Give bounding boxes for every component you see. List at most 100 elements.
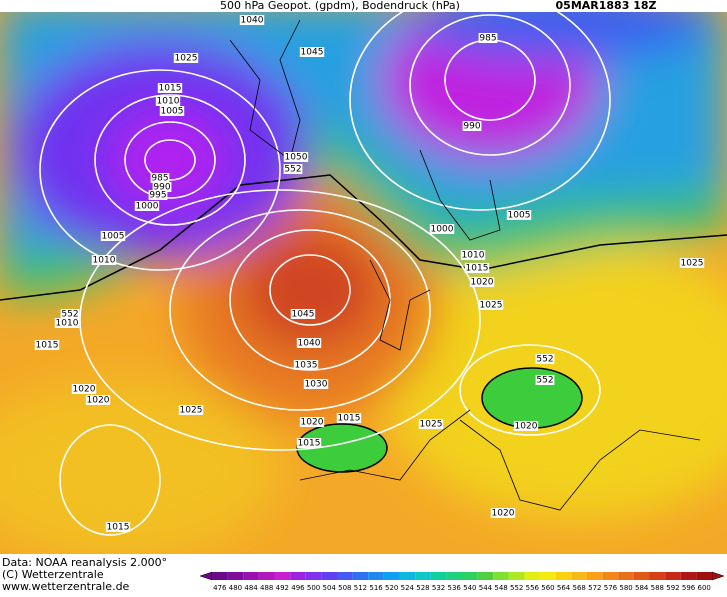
label-box bbox=[513, 421, 539, 431]
scale-label: 556 bbox=[526, 584, 540, 592]
label-box bbox=[336, 413, 362, 423]
contour-label: 1020 bbox=[492, 509, 515, 519]
scale-swatch bbox=[649, 572, 666, 580]
contour-label: 1040 bbox=[241, 16, 264, 26]
label-box bbox=[150, 173, 170, 183]
scale-swatch bbox=[430, 572, 447, 580]
contour-label: 1010 bbox=[56, 319, 79, 329]
scale-swatch bbox=[321, 572, 337, 580]
contour-label: 1035 bbox=[295, 361, 318, 371]
scale-swatch bbox=[680, 572, 697, 580]
scale-swatch bbox=[243, 572, 259, 580]
contour-label: 990 bbox=[463, 122, 480, 132]
scale-swatch bbox=[274, 572, 291, 580]
scale-swatch bbox=[227, 572, 244, 580]
scale-end bbox=[711, 571, 725, 581]
label-box bbox=[478, 300, 504, 310]
footer-text: Data: NOAA reanalysis 2.000° bbox=[2, 556, 167, 569]
scale-label: 484 bbox=[244, 584, 258, 592]
label-box bbox=[91, 255, 117, 265]
contour-label: 1050 bbox=[285, 153, 308, 163]
scale-swatch bbox=[368, 572, 384, 580]
contour-label: 1020 bbox=[73, 385, 96, 395]
scale-label: 596 bbox=[682, 584, 696, 592]
label-box bbox=[296, 438, 322, 448]
label-box bbox=[299, 417, 325, 427]
scale-label: 580 bbox=[619, 584, 632, 592]
contour-label: 552 bbox=[536, 376, 553, 386]
scale-label: 500 bbox=[307, 584, 320, 592]
label-box bbox=[460, 250, 486, 260]
label-box bbox=[155, 96, 181, 106]
scale-label: 508 bbox=[338, 584, 351, 592]
contour-label: 1025 bbox=[180, 406, 203, 416]
label-box bbox=[469, 277, 495, 287]
scale-label: 516 bbox=[369, 584, 383, 592]
label-box bbox=[239, 15, 265, 25]
contour-label: 1045 bbox=[292, 310, 315, 320]
footer-text: www.wetterzentrale.de bbox=[2, 580, 130, 593]
scale-label: 504 bbox=[323, 584, 337, 592]
contour-label: 1020 bbox=[515, 422, 538, 432]
scale-label: 588 bbox=[651, 584, 664, 592]
scale-swatch bbox=[305, 572, 322, 580]
map-field bbox=[0, 12, 727, 554]
scale-label: 536 bbox=[448, 584, 462, 592]
scale-swatch bbox=[665, 572, 681, 580]
label-box bbox=[85, 395, 111, 405]
scale-swatch bbox=[524, 572, 541, 580]
contour-label: 1015 bbox=[159, 84, 182, 94]
label-box bbox=[290, 309, 316, 319]
label-box bbox=[303, 379, 329, 389]
scale-label: 532 bbox=[432, 584, 445, 592]
contour-label: 985 bbox=[479, 34, 496, 44]
scale-label: 564 bbox=[557, 584, 571, 592]
contour-label: 1020 bbox=[471, 278, 494, 288]
scale-swatch bbox=[618, 572, 634, 580]
scale-label: 496 bbox=[291, 584, 305, 592]
contour-label: 1010 bbox=[462, 251, 485, 261]
contour-label: 985 bbox=[151, 174, 168, 184]
scale-swatch bbox=[399, 572, 416, 580]
contour-label: 1015 bbox=[466, 264, 489, 274]
scale-swatch bbox=[508, 572, 525, 580]
scale-label: 492 bbox=[276, 584, 289, 592]
label-box bbox=[34, 340, 60, 350]
label-box bbox=[178, 405, 204, 415]
scale-label: 480 bbox=[229, 584, 242, 592]
contour-label: 990 bbox=[153, 183, 170, 193]
label-box bbox=[535, 375, 555, 385]
scale-swatch bbox=[383, 572, 400, 580]
label-box bbox=[100, 231, 126, 241]
contour-label: 552 bbox=[61, 310, 78, 320]
label-box bbox=[478, 33, 498, 43]
label-box bbox=[535, 354, 555, 364]
scale-label: 476 bbox=[213, 584, 227, 592]
label-box bbox=[490, 508, 516, 518]
scale-label: 568 bbox=[573, 584, 586, 592]
scale-label: 528 bbox=[416, 584, 429, 592]
label-box bbox=[152, 182, 172, 192]
scale-label: 576 bbox=[604, 584, 618, 592]
contour-label: 1015 bbox=[338, 414, 361, 424]
scale-swatch bbox=[446, 572, 462, 580]
scale-label: 488 bbox=[260, 584, 273, 592]
contour-label: 1045 bbox=[301, 48, 324, 58]
scale-label: 552 bbox=[510, 584, 523, 592]
scale-label: 560 bbox=[541, 584, 554, 592]
scale-swatch bbox=[258, 572, 275, 580]
contour-label: 1005 bbox=[102, 232, 125, 242]
label-box bbox=[299, 47, 325, 57]
contour-label: 1025 bbox=[681, 259, 704, 269]
scale-label: 544 bbox=[479, 584, 493, 592]
scale-label: 600 bbox=[698, 584, 711, 592]
contour-label: 552 bbox=[284, 165, 301, 175]
scale-label: 572 bbox=[588, 584, 601, 592]
label-box bbox=[71, 384, 97, 394]
scale-swatch bbox=[571, 572, 587, 580]
label-box bbox=[283, 164, 303, 174]
scale-swatch bbox=[477, 572, 494, 580]
label-box bbox=[293, 360, 319, 370]
scale-swatch bbox=[352, 572, 369, 580]
